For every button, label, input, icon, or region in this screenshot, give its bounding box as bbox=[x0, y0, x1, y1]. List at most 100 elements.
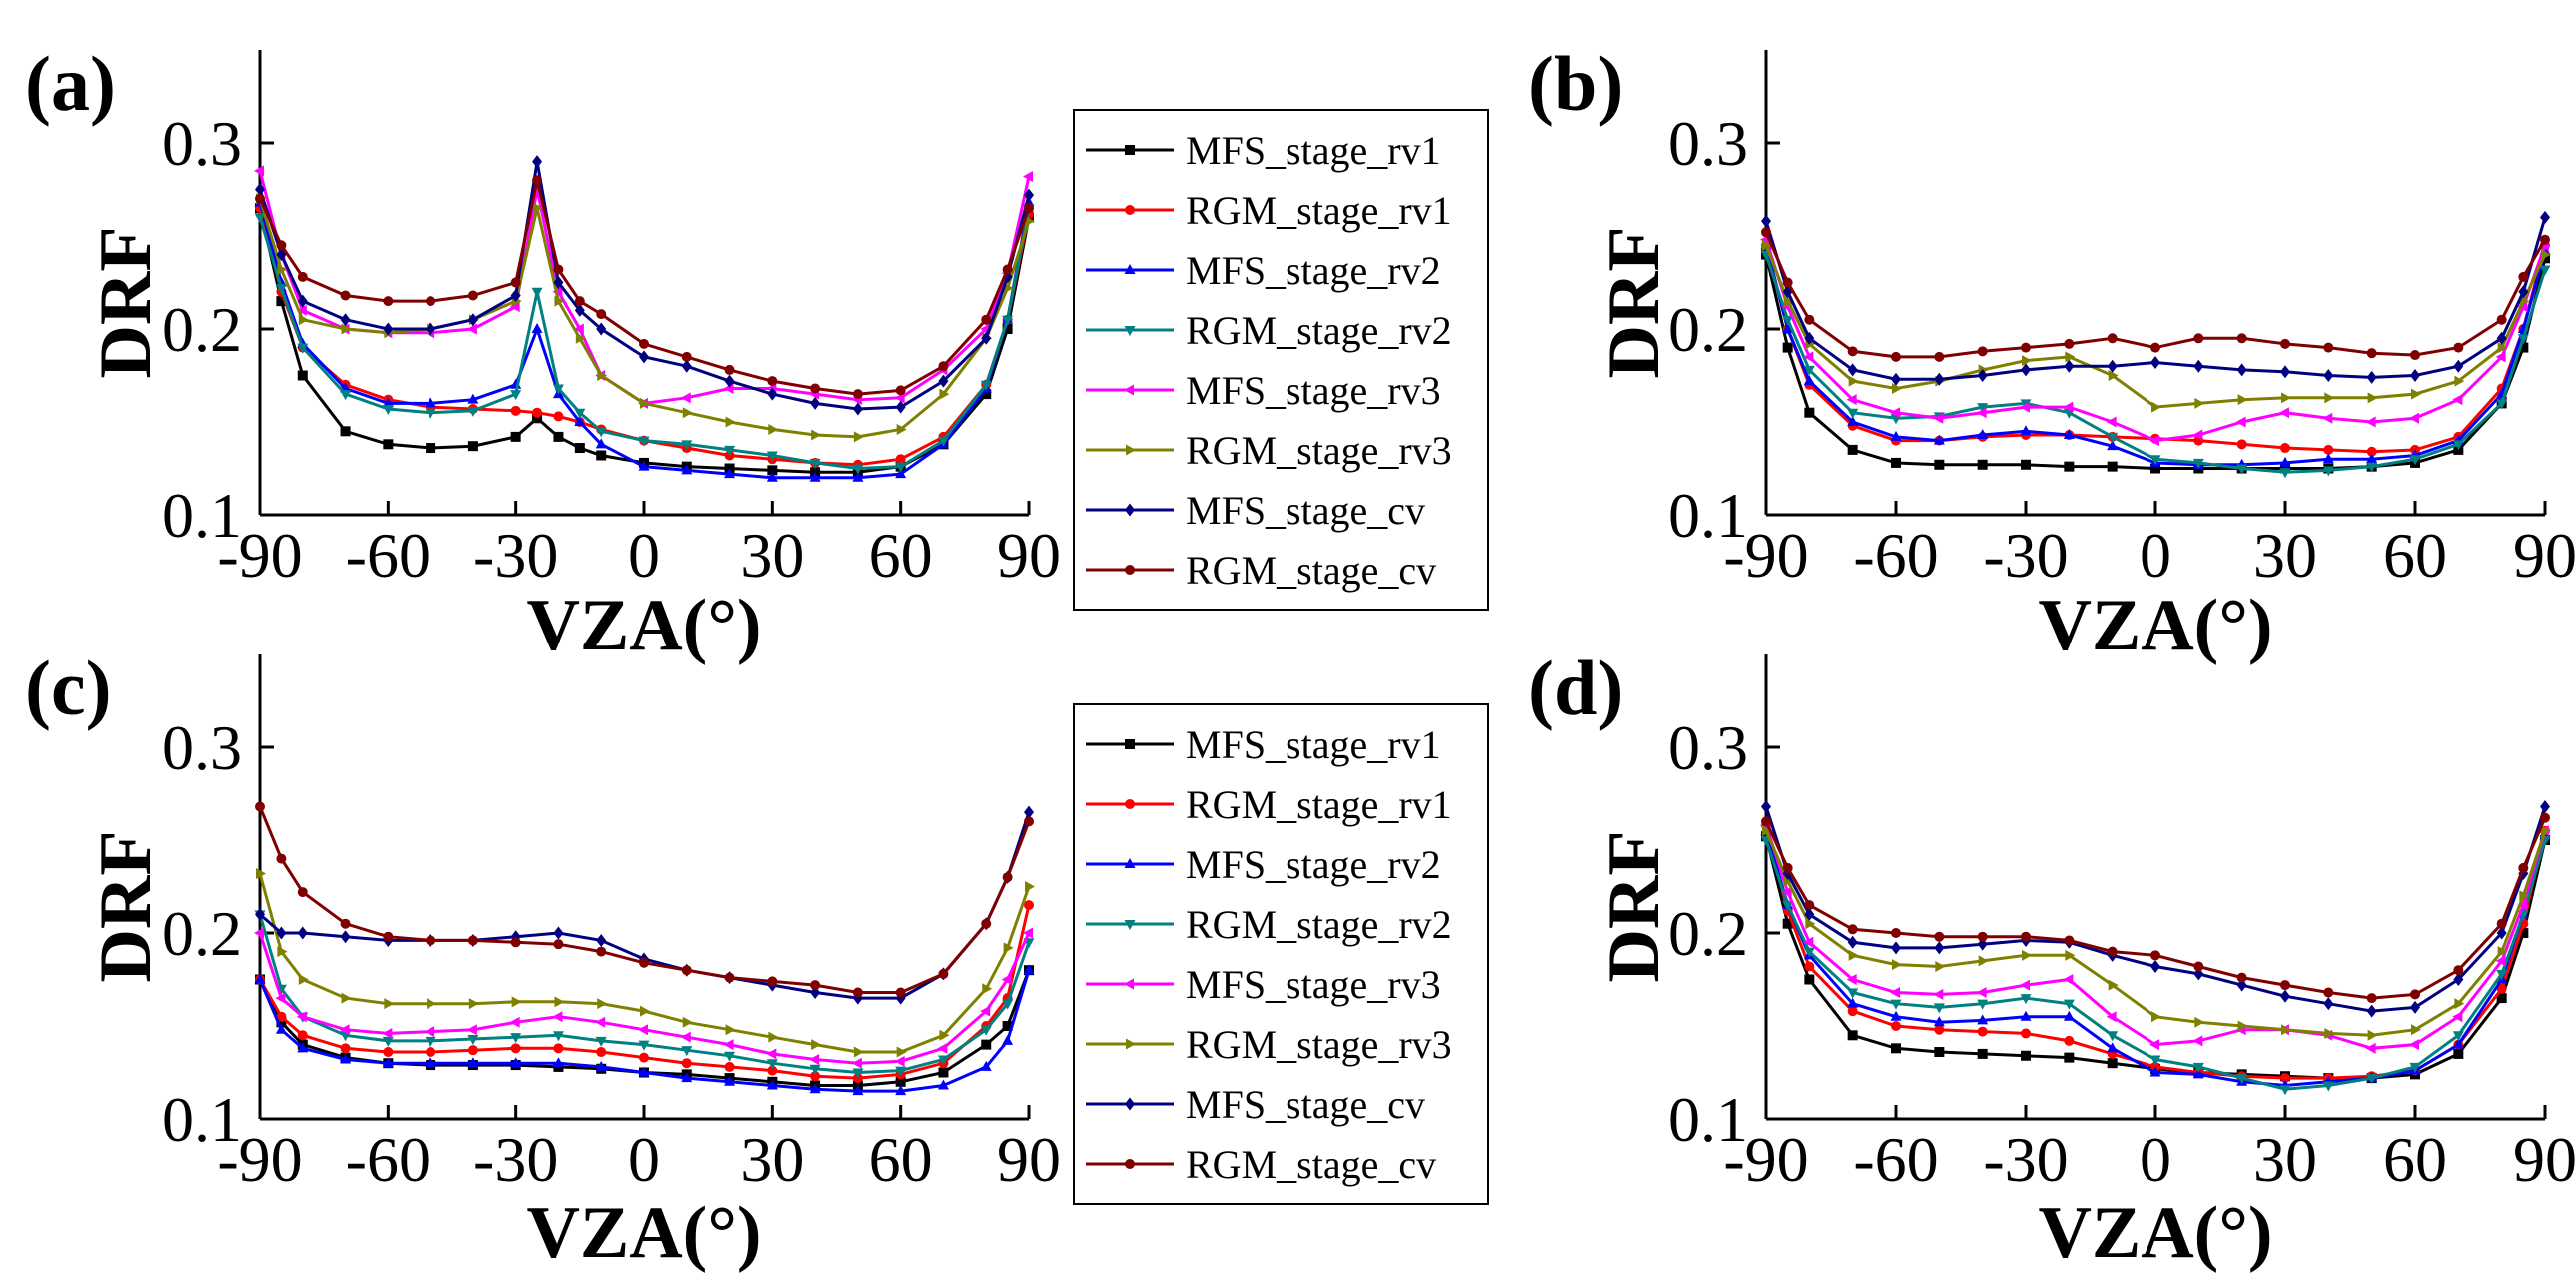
data-point-MFS_stage_cv-d bbox=[1847, 935, 1858, 949]
data-point-MFS_stage_rv1-a bbox=[553, 431, 564, 442]
data-point-RGM_stage_rv3-b bbox=[2411, 388, 2421, 400]
x-tick-label-d: 90 bbox=[2513, 1124, 2576, 1195]
y-tick-label-d: 0.2 bbox=[1668, 898, 1748, 969]
data-point-RGM_stage_rv2-b bbox=[2409, 455, 2421, 466]
data-point-RGM_stage_cv-a bbox=[276, 240, 287, 251]
series-line-MFS_stage_cv-c bbox=[259, 811, 1031, 1000]
data-point-MFS_stage_cv-a bbox=[852, 402, 863, 416]
series-line-RGM_stage_cv-b bbox=[1764, 231, 2547, 359]
x-tick-label-b: 60 bbox=[2383, 520, 2447, 591]
data-point-RGM_stage_rv1-c bbox=[426, 1047, 436, 1058]
x-tick-label-a: 60 bbox=[869, 520, 933, 591]
data-point-MFS_stage_cv-a bbox=[639, 350, 649, 364]
data-point-MFS_stage_rv3-b bbox=[2106, 416, 2117, 428]
y-tick-label-b: 0.1 bbox=[1668, 480, 1748, 551]
y-tick-label-a: 0.1 bbox=[162, 480, 242, 551]
data-point-RGM_stage_rv2-c bbox=[681, 1046, 693, 1057]
data-point-RGM_stage_cv-d bbox=[1782, 862, 1793, 873]
legend-marker-MFS_stage_rv1 bbox=[1125, 739, 1135, 749]
y-axis-label-c: DRF bbox=[85, 830, 167, 982]
data-point-RGM_stage_rv2-a bbox=[552, 384, 564, 395]
data-point-RGM_stage_rv1-c bbox=[767, 1065, 778, 1076]
data-point-RGM_stage_rv3-b bbox=[2541, 249, 2551, 261]
data-point-MFS_stage_rv3-d bbox=[2063, 974, 2074, 985]
data-point-MFS_stage_cv-b bbox=[1977, 369, 1988, 382]
data-point-MFS_stage_rv3-b bbox=[1890, 407, 1900, 419]
x-tick-label-b: 0 bbox=[2140, 520, 2171, 591]
data-point-RGM_stage_rv3-a bbox=[575, 332, 586, 344]
x-tick-label-b: -60 bbox=[1853, 520, 1938, 591]
data-point-RGM_stage_cv-b bbox=[1804, 314, 1815, 325]
data-point-MFS_stage_rv2-d bbox=[1890, 1010, 1902, 1021]
data-point-RGM_stage_rv3-c bbox=[768, 1031, 779, 1043]
data-point-RGM_stage_rv3-d bbox=[2541, 825, 2551, 837]
data-point-RGM_stage_rv3-d bbox=[1935, 960, 1946, 972]
data-point-RGM_stage_rv2-a bbox=[574, 408, 586, 419]
data-point-RGM_stage_cv-b bbox=[2366, 348, 2377, 359]
data-point-RGM_stage_rv3-b bbox=[1848, 375, 1859, 387]
data-point-RGM_stage_rv2-b bbox=[2539, 265, 2551, 276]
data-point-MFS_stage_cv-d bbox=[2453, 973, 2464, 986]
data-point-MFS_stage_rv3-b bbox=[2495, 351, 2506, 363]
data-point-RGM_stage_cv-a bbox=[681, 351, 692, 362]
data-point-RGM_stage_rv2-a bbox=[531, 287, 543, 298]
data-point-MFS_stage_rv3-c bbox=[339, 1024, 350, 1036]
legend-marker-RGM_stage_rv2 bbox=[1124, 920, 1136, 930]
data-point-RGM_stage_rv3-c bbox=[384, 998, 395, 1010]
data-point-RGM_stage_rv1-d bbox=[2496, 983, 2507, 994]
data-layer bbox=[254, 155, 2551, 1096]
y-tick-label-d: 0.1 bbox=[1668, 1084, 1748, 1155]
legend-marker-RGM_stage_rv2 bbox=[1124, 326, 1136, 336]
data-point-MFS_stage_rv3-d bbox=[1890, 987, 1900, 999]
data-point-RGM_stage_cv-d bbox=[2021, 931, 2031, 942]
data-point-RGM_stage_cv-b bbox=[1782, 277, 1793, 288]
legend-label-RGM_stage_cv: RGM_stage_cv bbox=[1186, 548, 1436, 593]
data-point-RGM_stage_rv2-a bbox=[340, 390, 352, 401]
x-tick-label-c: -60 bbox=[346, 1124, 430, 1195]
data-point-RGM_stage_cv-a bbox=[938, 361, 949, 372]
y-axis-label-d: DRF bbox=[1593, 830, 1675, 982]
data-point-MFS_stage_rv2-d bbox=[2149, 1066, 2161, 1077]
data-point-MFS_stage_cv-a bbox=[467, 313, 478, 327]
data-point-MFS_stage_rv2-c bbox=[895, 1085, 907, 1096]
data-point-MFS_stage_rv1-d bbox=[1847, 1030, 1858, 1041]
data-point-MFS_stage_rv3-c bbox=[980, 1005, 991, 1017]
data-point-RGM_stage_cv-d bbox=[2280, 980, 2290, 991]
data-point-RGM_stage_cv-a bbox=[981, 314, 992, 325]
data-point-MFS_stage_rv1-a bbox=[383, 439, 394, 450]
legend-marker-MFS_stage_rv1 bbox=[1125, 145, 1135, 155]
data-point-MFS_stage_cv-a bbox=[681, 359, 692, 373]
data-point-MFS_stage_cv-a bbox=[255, 183, 265, 196]
data-point-RGM_stage_cv-b bbox=[1977, 346, 1988, 357]
legend-label-RGM_stage_cv: RGM_stage_cv bbox=[1186, 1142, 1436, 1187]
data-point-RGM_stage_rv3-c bbox=[256, 867, 266, 879]
data-point-RGM_stage_cv-b bbox=[2280, 338, 2290, 349]
data-point-RGM_stage_rv3-c bbox=[554, 996, 565, 1008]
data-point-RGM_stage_cv-d bbox=[2453, 965, 2464, 976]
data-point-MFS_stage_rv2-a bbox=[531, 323, 543, 333]
data-point-RGM_stage_rv3-d bbox=[2411, 1024, 2421, 1036]
data-point-MFS_stage_rv2-d bbox=[1847, 997, 1859, 1008]
data-point-RGM_stage_rv2-d bbox=[1803, 947, 1815, 958]
data-point-RGM_stage_cv-c bbox=[981, 918, 992, 929]
x-tick-label-b: -30 bbox=[1983, 520, 2068, 591]
data-point-MFS_stage_cv-b bbox=[2453, 359, 2464, 373]
data-point-RGM_stage_cv-a bbox=[467, 290, 478, 301]
data-point-RGM_stage_cv-a bbox=[639, 338, 649, 349]
data-point-MFS_stage_cv-d bbox=[2150, 959, 2160, 973]
data-point-RGM_stage_rv3-d bbox=[2194, 1016, 2205, 1028]
data-point-RGM_stage_rv2-d bbox=[1890, 999, 1902, 1010]
x-tick-label-d: -30 bbox=[1983, 1124, 2068, 1195]
data-point-MFS_stage_cv-a bbox=[426, 322, 436, 336]
data-point-RGM_stage_rv2-a bbox=[638, 436, 650, 447]
data-point-MFS_stage_rv1-a bbox=[467, 441, 478, 452]
legend-marker-MFS_stage_cv bbox=[1125, 1097, 1135, 1111]
data-point-RGM_stage_rv2-c bbox=[766, 1059, 778, 1070]
data-point-MFS_stage_rv3-b bbox=[2279, 407, 2289, 419]
data-point-RGM_stage_rv2-d bbox=[2020, 994, 2032, 1005]
data-point-RGM_stage_cv-a bbox=[596, 309, 607, 320]
data-point-MFS_stage_rv1-b bbox=[1847, 444, 1858, 455]
legend-label-RGM_stage_rv2: RGM_stage_rv2 bbox=[1186, 902, 1452, 947]
data-point-RGM_stage_rv2-d bbox=[2496, 969, 2508, 980]
data-point-RGM_stage_rv3-b bbox=[2151, 401, 2161, 413]
